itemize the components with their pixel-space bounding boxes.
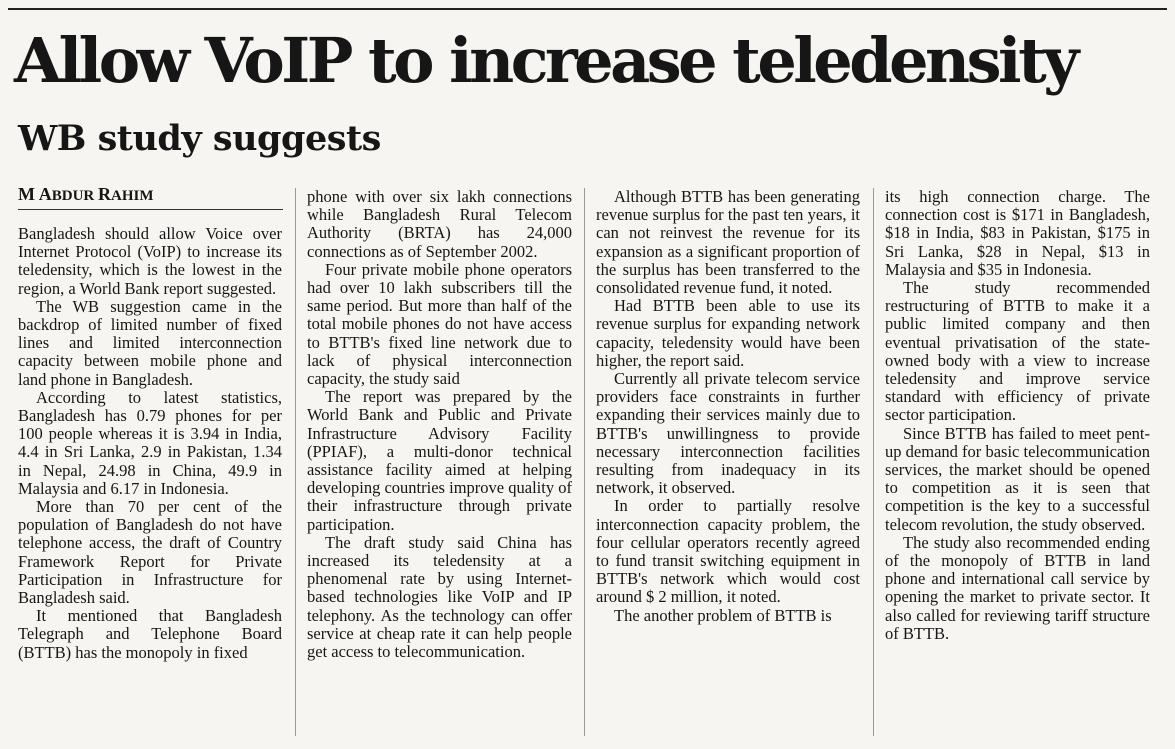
byline-name-initial: A (38, 184, 52, 204)
paragraph: Had BTTB been able to use its revenue su… (596, 296, 860, 370)
byline-last-initial: R (98, 184, 112, 204)
paragraph: phone with over six lakh connections whi… (307, 187, 572, 261)
paragraph: Although BTTB has been generating revenu… (596, 187, 860, 298)
column-4: its high connection charge. The connecti… (885, 187, 1150, 643)
byline-last-rest: AHIM (111, 188, 154, 204)
column-divider (295, 188, 296, 736)
byline: M ABDUR RAHIM (18, 185, 283, 210)
column-1: Bangladesh should allow Voice over Inter… (18, 224, 282, 662)
paragraph: It mentioned that Bangladesh Telegraph a… (18, 606, 282, 662)
paragraph: Four private mobile phone operators had … (307, 259, 572, 389)
headline: Allow VoIP to increase teledensity (14, 24, 1079, 97)
column-2: phone with over six lakh connections whi… (307, 187, 572, 662)
paragraph: According to latest statistics, Banglade… (18, 387, 282, 498)
byline-name-rest: BDUR (51, 188, 95, 204)
paragraph: The report was prepared by the World Ban… (307, 387, 572, 534)
column-3: Although BTTB has been generating revenu… (596, 187, 860, 625)
column-divider (873, 188, 874, 736)
byline-first-initial: M (18, 184, 35, 204)
paragraph: The WB suggestion came in the backdrop o… (18, 296, 282, 389)
subheadline: WB study suggests (18, 118, 381, 159)
top-rule (8, 8, 1167, 10)
paragraph: More than 70 per cent of the population … (18, 497, 282, 608)
paragraph: Since BTTB has failed to meet pent-up de… (885, 423, 1150, 534)
paragraph: Bangladesh should allow Voice over Inter… (18, 224, 282, 298)
paragraph: The study also recommended ending of the… (885, 532, 1150, 643)
paragraph: Currently all private telecom service pr… (596, 369, 860, 498)
paragraph: The study recommended restructuring of B… (885, 278, 1150, 425)
column-divider (584, 188, 585, 736)
paragraph: The another problem of BTTB is (614, 605, 832, 625)
paragraph: its high connection charge. The connecti… (885, 187, 1150, 279)
paragraph: The draft study said China has increased… (307, 532, 572, 662)
paragraph: In order to partially resolve interconne… (596, 496, 860, 607)
